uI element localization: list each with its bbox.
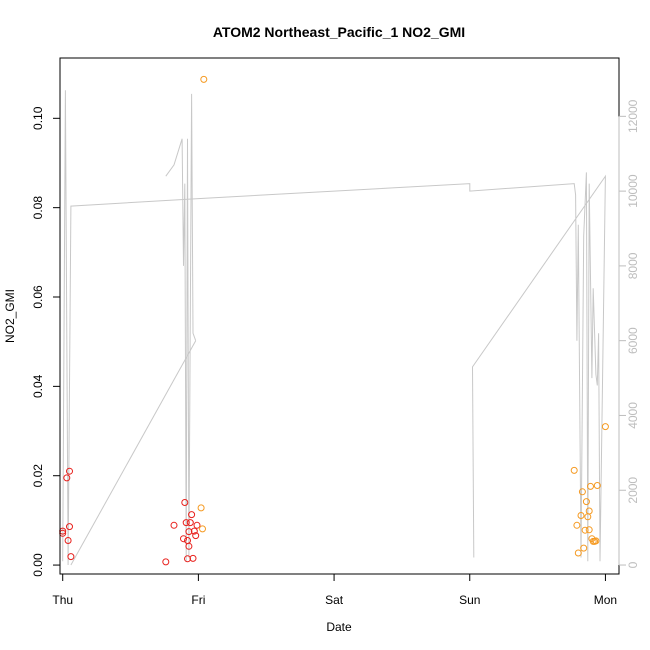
data-point xyxy=(582,498,590,506)
data-point xyxy=(577,512,585,519)
plot-frame xyxy=(59,57,620,575)
x-tick-label: Mon xyxy=(594,593,617,607)
chart-title: ATOM2 Northeast_Pacific_1 NO2_GMI xyxy=(213,24,465,40)
y2-tick-label: 10000 xyxy=(626,174,640,208)
x-axis: Thu Fri Sat Sun Mon xyxy=(52,573,617,607)
data-point xyxy=(181,499,189,506)
data-point xyxy=(185,528,193,536)
y2-tick-label: 12000 xyxy=(626,99,640,133)
y2-tick-label: 4000 xyxy=(626,402,640,429)
data-points-layer xyxy=(59,75,609,566)
data-point xyxy=(570,466,578,474)
y-axis-label: NO2_GMI xyxy=(3,289,17,343)
y2-tick-label: 2000 xyxy=(626,477,640,504)
data-point xyxy=(581,526,589,534)
data-point xyxy=(63,474,71,482)
x-tick-label: Fri xyxy=(191,593,205,607)
y-tick-label: 0.06 xyxy=(31,285,45,309)
data-point xyxy=(601,423,609,431)
data-point xyxy=(189,554,197,562)
data-point xyxy=(66,523,73,531)
y2-tick-label: 0 xyxy=(626,561,640,568)
y2-tick-label: 8000 xyxy=(626,252,640,279)
data-point xyxy=(199,525,206,533)
data-point xyxy=(585,526,593,534)
x-tick-label: Sat xyxy=(325,593,344,607)
data-point xyxy=(578,488,586,496)
data-point xyxy=(182,519,190,527)
altitude-line-segment xyxy=(70,340,197,566)
data-point xyxy=(585,507,593,515)
data-point xyxy=(197,504,205,512)
altitude-line-segment xyxy=(165,93,197,562)
data-point xyxy=(180,535,187,543)
data-point xyxy=(193,521,201,529)
data-point xyxy=(192,532,200,540)
data-point xyxy=(170,521,178,529)
data-point xyxy=(162,558,170,566)
data-point xyxy=(67,553,75,561)
data-point xyxy=(587,482,594,490)
y-tick-label: 0.10 xyxy=(31,106,45,130)
data-point xyxy=(186,519,194,527)
data-point xyxy=(200,75,208,83)
x-axis-label: Date xyxy=(326,620,352,634)
data-point xyxy=(185,542,193,550)
x-tick-label: Thu xyxy=(52,593,73,607)
data-point xyxy=(190,527,198,535)
data-point xyxy=(592,537,600,545)
data-point xyxy=(574,549,582,557)
x-tick-label: Sun xyxy=(459,593,480,607)
data-point xyxy=(580,544,588,552)
y2-tick-label: 6000 xyxy=(626,327,640,354)
altitude-line xyxy=(62,90,606,566)
y-tick-label: 0.08 xyxy=(31,196,45,220)
y-tick-label: 0.00 xyxy=(31,553,45,577)
data-point xyxy=(188,511,196,519)
y-tick-label: 0.04 xyxy=(31,374,45,398)
y-tick-label: 0.02 xyxy=(31,464,45,488)
data-point xyxy=(64,537,72,544)
data-point xyxy=(66,467,73,475)
data-point xyxy=(573,521,581,529)
y-axis-right: 0 2000 4000 6000 8000 10000 12000 xyxy=(618,99,640,568)
y-axis-left: 0.00 0.02 0.04 0.06 0.08 0.10 xyxy=(31,106,61,577)
data-point xyxy=(593,482,601,489)
altitude-line-layer xyxy=(62,90,606,566)
